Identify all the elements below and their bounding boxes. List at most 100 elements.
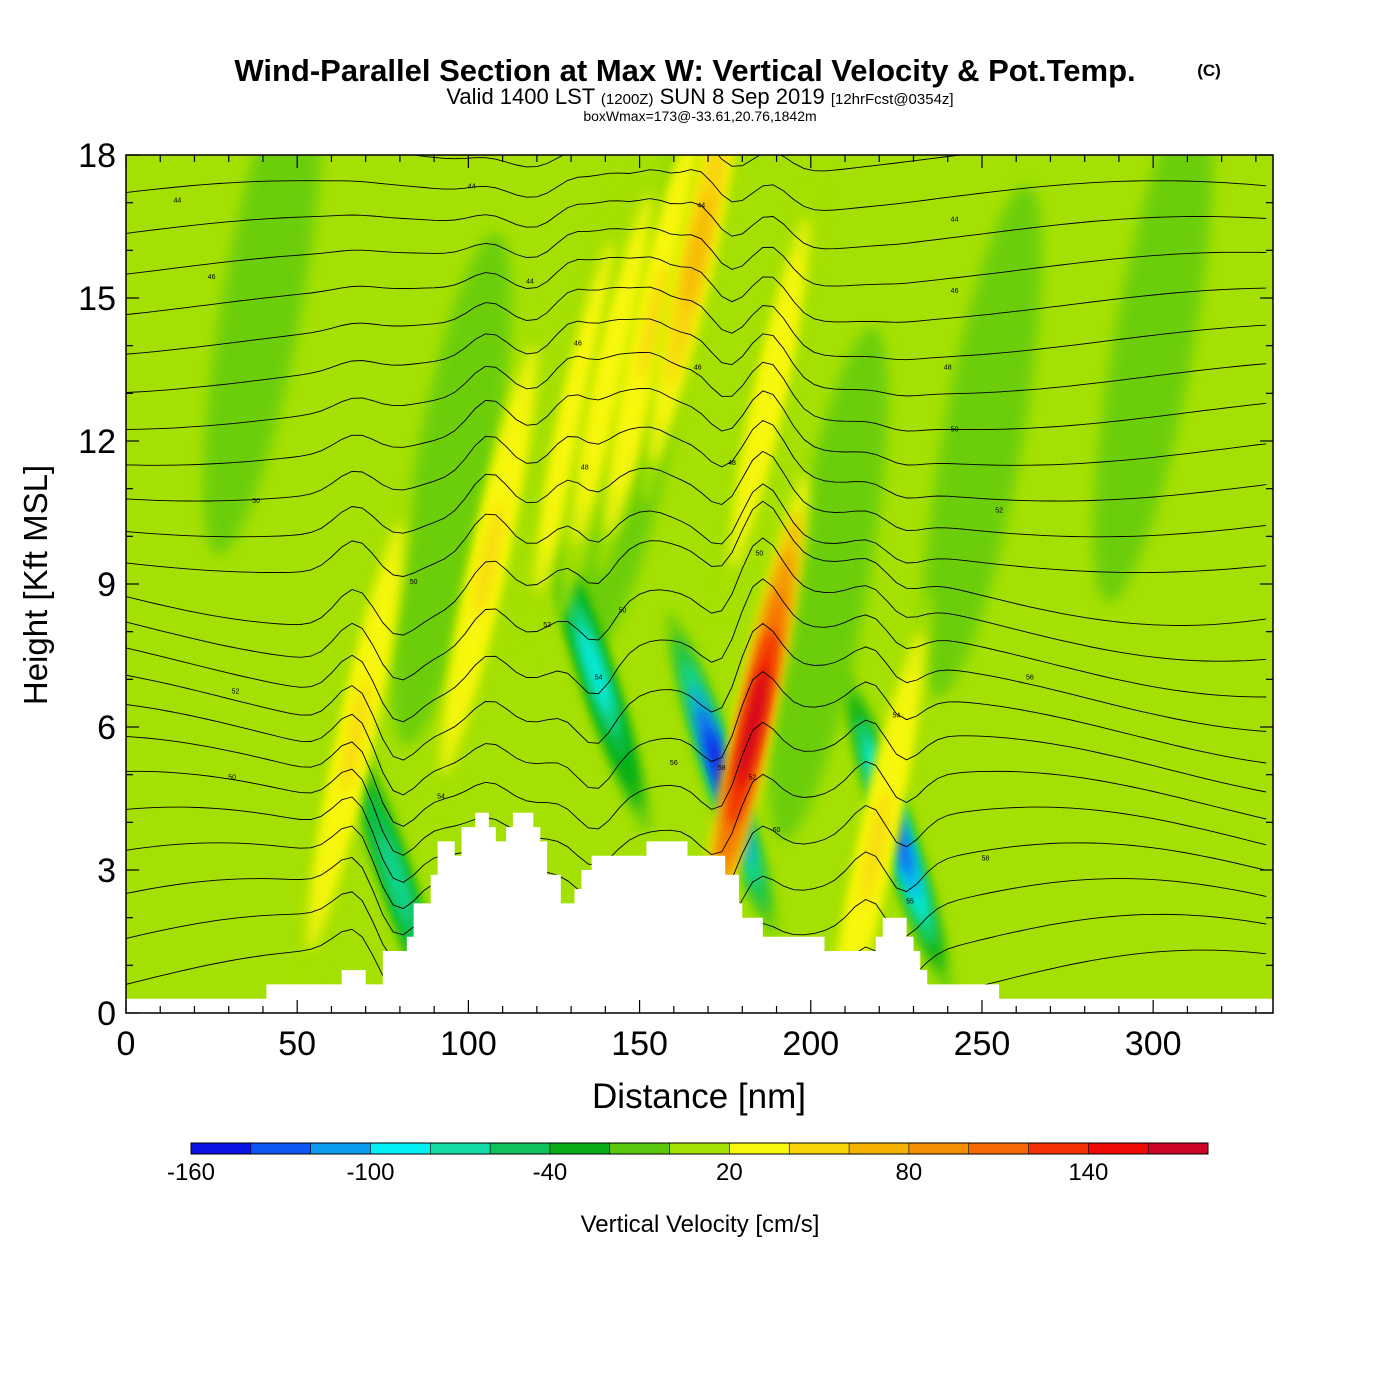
theta-contour-label: 44 [526, 279, 534, 286]
box-wmax-info: boxWmax=173@-33.61,20.76,1842m [583, 108, 816, 124]
colorbar-swatch [430, 1143, 491, 1154]
theta-contour-label: 48 [728, 460, 736, 467]
colorbar-swatch [490, 1143, 551, 1154]
colorbar-swatch [729, 1143, 790, 1154]
x-axis: 0 50 100 150 200 250 300 [117, 155, 1257, 1063]
theta-contour-label: 44 [697, 202, 705, 209]
theta-contour-label: 44 [951, 217, 959, 224]
x-tick-label: 50 [278, 1025, 316, 1063]
y-tick-label: 15 [78, 280, 116, 318]
valid-utc: (1200Z) [601, 91, 654, 108]
weak-downdraft-band [922, 184, 1042, 698]
theta-contour-label: 58 [718, 765, 726, 772]
colorbar-swatch [669, 1143, 730, 1154]
updraft-contour-band [560, 358, 589, 476]
colorbar-swatch [250, 1143, 312, 1154]
downdraft-contour-band [579, 626, 611, 713]
x-tick-label: 200 [782, 1025, 839, 1063]
theta-contour-line [126, 483, 1267, 577]
colorbar-swatch [789, 1143, 850, 1154]
y-tick-label: 12 [78, 423, 116, 461]
theta-contour-line [126, 500, 1267, 636]
y-tick-label: 9 [97, 566, 116, 604]
theta-contour-line [126, 169, 1267, 211]
colorbar-swatch [908, 1143, 970, 1154]
colorbar-frame [190, 1142, 1209, 1155]
colorbar-tick-label: -100 [346, 1159, 394, 1186]
weak-downdraft-band [391, 232, 512, 745]
copyright-mark: (C) [1197, 61, 1221, 80]
theta-contour-label: 50 [410, 579, 418, 586]
theta-contour-label: 50 [252, 498, 260, 505]
theta-contour-label: 44 [468, 183, 476, 190]
y-tick-label: 6 [97, 709, 116, 747]
x-axis-label: Distance [nm] [592, 1077, 806, 1116]
updraft-contour-band [341, 677, 370, 796]
updraft-contour-band [861, 787, 891, 905]
forecast-info: [12hrFcst@0354z] [831, 91, 954, 108]
theta-contour-line [126, 622, 1267, 761]
theta-contour-label: 54 [437, 794, 445, 801]
theta-contour-label: 46 [694, 365, 702, 372]
theta-contour-label: 48 [944, 365, 952, 372]
theta-contour-line [126, 256, 1267, 323]
colorbar-tick-label: 140 [1068, 1159, 1108, 1186]
y-axis-label: Height [Kft MSL] [17, 465, 54, 705]
theta-contour-label: 46 [574, 341, 582, 348]
valid-date: SUN 8 Sep 2019 [660, 84, 825, 109]
theta-contour-label: 50 [228, 774, 236, 781]
theta-contour-label: 52 [543, 622, 551, 629]
theta-contour-label: 52 [232, 689, 240, 696]
valid-prefix: Valid 1400 LST [446, 84, 594, 109]
theta-contour-label: 52 [995, 508, 1003, 515]
theta-contour-label: 55 [906, 898, 914, 905]
theta-contour-label: 58 [981, 855, 989, 862]
theta-contour-label: 50 [756, 550, 764, 557]
y-tick-label: 3 [97, 852, 116, 890]
colorbar-label: Vertical Velocity [cm/s] [581, 1211, 820, 1238]
updraft-contour-band [474, 501, 504, 619]
colorbar-tick-label: -40 [533, 1159, 568, 1186]
colorbar-swatch [370, 1143, 431, 1154]
theta-contour-line [126, 760, 1267, 866]
colorbar-swatch [1028, 1143, 1089, 1154]
y-axis: 0 3 6 9 12 15 18 [78, 137, 1273, 1033]
theta-contour-label: 60 [773, 827, 781, 834]
theta-contour-line [126, 286, 1267, 361]
colorbar: -160 -100 -40 20 80 140 [167, 1142, 1209, 1186]
x-tick-label: 0 [117, 1025, 136, 1063]
colorbar-swatch [968, 1143, 1030, 1154]
colorbar-swatch [849, 1143, 910, 1154]
theta-contour-line [126, 537, 1267, 681]
colorbar-swatch [549, 1143, 611, 1154]
terrain-mask [126, 812, 1273, 1013]
x-tick-label: 100 [440, 1025, 497, 1063]
updraft-contour-band [638, 263, 668, 381]
theta-contour-label: 50 [619, 608, 627, 615]
contour-labels: 44 46 44 44 46 48 44 46 48 50 50 52 54 56 58 52 60 50 50 52… [173, 183, 1033, 905]
theta-contour-label: 46 [951, 288, 959, 295]
theta-contour-line [126, 352, 1267, 432]
potential-temperature-contours [126, 155, 1267, 1013]
theta-contour-label: 54 [892, 712, 900, 719]
theta-contour-line [126, 450, 1267, 538]
colorbar-swatch [1148, 1143, 1209, 1154]
colorbar-tick-label: 20 [716, 1159, 743, 1186]
theta-contour-label: 44 [173, 198, 181, 205]
theta-contour-line [126, 719, 1267, 830]
colorbar-swatch [1088, 1143, 1149, 1154]
colorbar-tick-label: 80 [896, 1159, 923, 1186]
weak-downdraft-band [767, 327, 888, 841]
theta-contour-line [126, 419, 1267, 502]
theta-contour-label: 46 [208, 274, 216, 281]
chart-title: Wind-Parallel Section at Max W: Vertical… [234, 53, 1135, 88]
plot-area: 4446444446484446485050525456585260505052… [78, 137, 1274, 1063]
theta-contour-line [126, 928, 1267, 1013]
theta-contour-label: 56 [1026, 674, 1034, 681]
theta-contour-label: 52 [749, 774, 757, 781]
x-tick-label: 300 [1125, 1025, 1182, 1063]
x-tick-label: 150 [611, 1025, 668, 1063]
theta-contour-label: 56 [670, 760, 678, 767]
weak-downdraft-band [1093, 155, 1214, 602]
